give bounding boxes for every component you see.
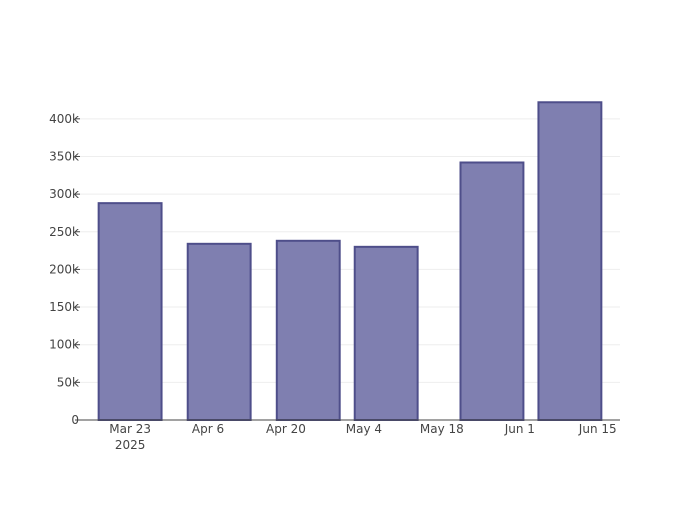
- y-tick-label: 250k: [49, 225, 79, 239]
- x-tick-label: Jun 15: [578, 422, 617, 436]
- y-tick-label: 300k: [49, 187, 79, 201]
- x-tick-label: Apr 6: [192, 422, 224, 436]
- axes: [75, 118, 620, 421]
- y-tick-label: 350k: [49, 149, 79, 163]
- bar-2025-05-08[interactable]: [353, 245, 419, 421]
- x-tick-label: Apr 20: [266, 422, 306, 436]
- x-tick-label: Mar 23: [109, 422, 151, 436]
- x-tick-label: May 4: [346, 422, 382, 436]
- y-tick-label: 150k: [49, 300, 79, 314]
- x-tick-year-label: 2025: [115, 438, 146, 452]
- y-tick-label: 50k: [57, 375, 79, 389]
- bars: [97, 101, 603, 422]
- bar-2025-04-08[interactable]: [186, 242, 252, 421]
- grid-lines: [80, 118, 620, 421]
- x-tick-label: Jun 1: [504, 422, 535, 436]
- y-tick-label: 100k: [49, 338, 79, 352]
- bar-2025-04-24[interactable]: [275, 239, 341, 421]
- bar-2025-06-10[interactable]: [537, 101, 603, 422]
- x-tick-label: May 18: [420, 422, 464, 436]
- bar-2025-05-27[interactable]: [459, 161, 525, 421]
- y-tick-label: 0: [71, 413, 79, 427]
- bar-2025-03-23[interactable]: [97, 202, 163, 421]
- y-tick-label: 200k: [49, 262, 79, 276]
- y-tick-label: 400k: [49, 112, 79, 126]
- tick-labels: 0 50k 100k 150k 200k 250k 300k 350k 400k Mar 23 Ap…: [49, 112, 617, 452]
